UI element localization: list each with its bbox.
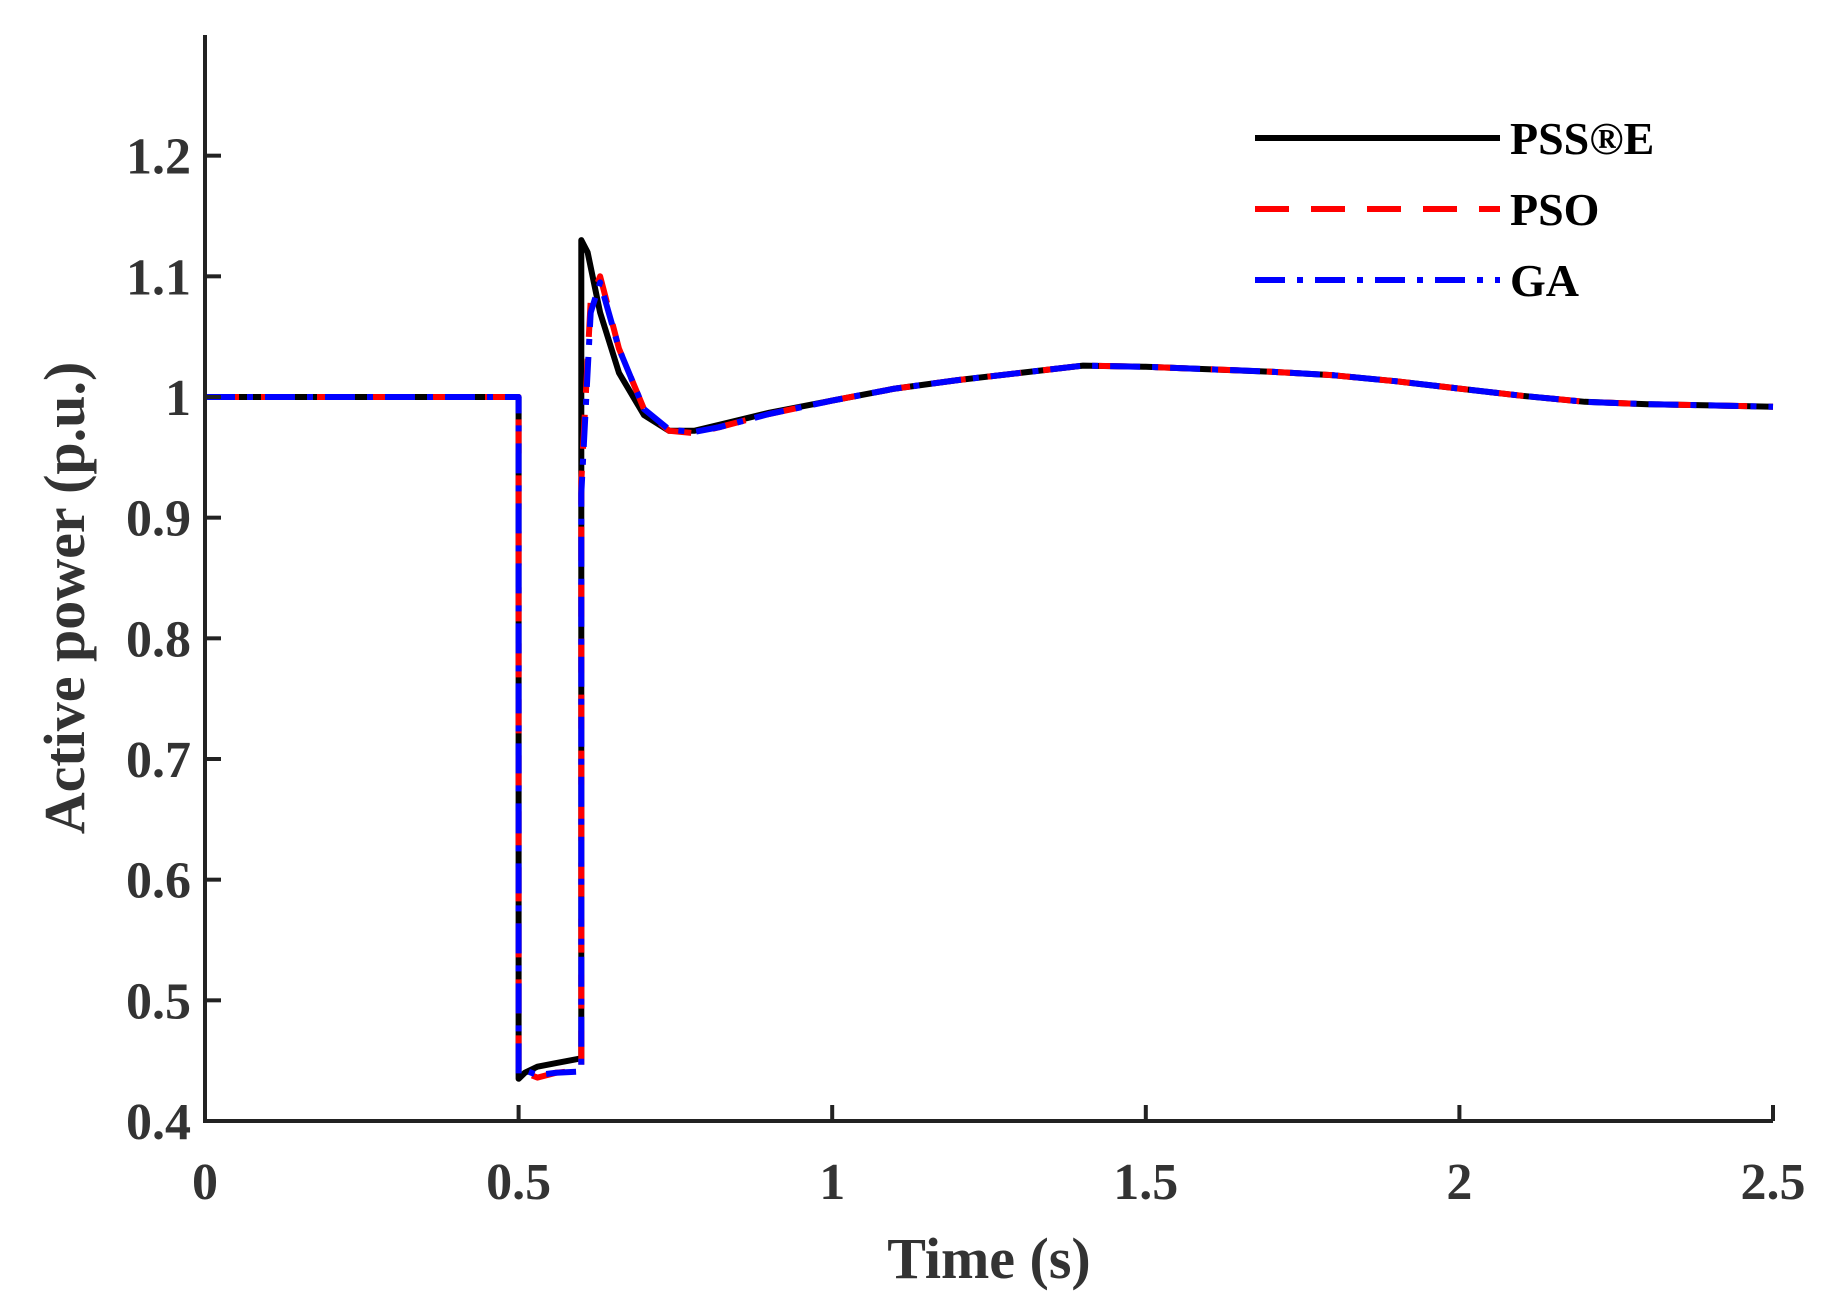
ticks-layer: 0 0.5 1 1.5 2 2.5 0.4 0.5 0.6 0.7 0.8 0.9 1 1.1 1.2 bbox=[126, 129, 1806, 1211]
legend-label: PSS®E bbox=[1510, 113, 1654, 164]
y-tick-label: 0.7 bbox=[126, 732, 191, 789]
y-tick-label: 0.5 bbox=[126, 973, 191, 1030]
x-tick-label: 1.5 bbox=[1113, 1154, 1178, 1211]
y-tick-label: 1.2 bbox=[126, 129, 191, 186]
series-line-pss-e bbox=[205, 237, 1774, 1082]
y-tick-label: 1 bbox=[165, 370, 191, 427]
y-tick-label: 1.1 bbox=[126, 249, 191, 306]
x-tick-label: 2.5 bbox=[1741, 1154, 1806, 1211]
x-tick-label: 1 bbox=[819, 1154, 845, 1211]
x-tick-label: 0 bbox=[192, 1154, 218, 1211]
y-tick-label: 0.6 bbox=[126, 853, 191, 910]
axes-layer bbox=[203, 35, 1773, 1123]
series-layer bbox=[205, 237, 1774, 1082]
legend-label: PSO bbox=[1510, 184, 1599, 235]
x-axis-title: Time (s) bbox=[887, 1226, 1091, 1291]
y-axis-title: Active power (p.u.) bbox=[32, 362, 97, 835]
y-tick-label: 0.9 bbox=[126, 491, 191, 548]
x-tick-label: 2 bbox=[1446, 1154, 1472, 1211]
y-tick-label: 0.8 bbox=[126, 611, 191, 668]
series-line-ga bbox=[205, 279, 1774, 1079]
legend: PSS®E PSO GA bbox=[1255, 113, 1654, 306]
y-tick-label: 0.4 bbox=[126, 1094, 191, 1151]
x-tick-label: 0.5 bbox=[486, 1154, 551, 1211]
legend-label: GA bbox=[1510, 255, 1579, 306]
